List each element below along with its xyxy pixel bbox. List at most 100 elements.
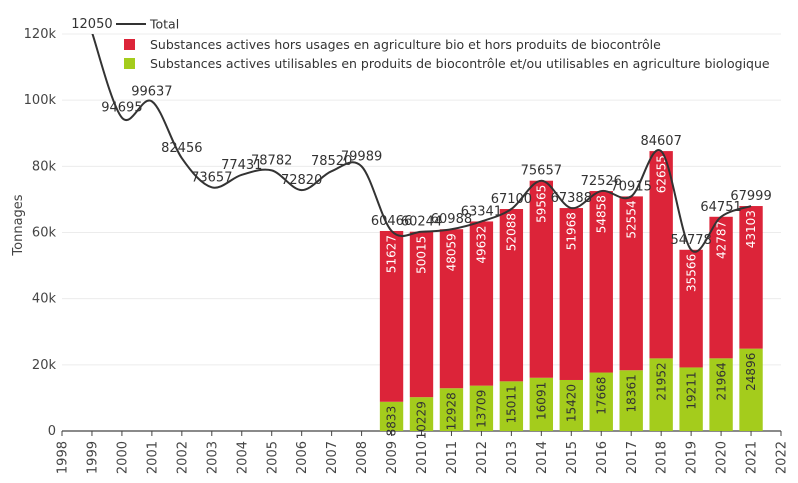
total-label: 67100 bbox=[491, 192, 532, 207]
y-axis: 0 20k 40k 60k 80k 100k 120k bbox=[24, 27, 57, 439]
x-tick-label: 2012 bbox=[475, 441, 490, 474]
bar-label-biocontrole: 18361 bbox=[624, 374, 638, 412]
total-label: 78520 bbox=[311, 154, 352, 169]
bar-hors-bio bbox=[529, 180, 554, 378]
bar-hors-bio bbox=[619, 196, 643, 371]
bar-label-biocontrole: 21952 bbox=[654, 362, 668, 400]
bar-label-biocontrole: 10229 bbox=[415, 401, 429, 439]
y-tick-label: 40k bbox=[32, 292, 57, 307]
bars: 51627 8833 50015 10229 48059 12928 49632 13709 5… bbox=[379, 151, 763, 439]
bar-label-biocontrole: 16091 bbox=[535, 382, 549, 420]
total-label: 75657 bbox=[521, 164, 562, 179]
bar-biocontrole bbox=[559, 379, 583, 431]
total-label: 78782 bbox=[251, 153, 292, 168]
y-tick-label: 60k bbox=[32, 226, 57, 241]
legend-swatch-hors-bio bbox=[124, 39, 135, 50]
total-label: 64751 bbox=[700, 200, 741, 215]
bar-hors-bio bbox=[589, 191, 613, 373]
x-tick-label: 2018 bbox=[655, 441, 670, 474]
x-tick-label: 2015 bbox=[565, 441, 580, 474]
bar-hors-bio bbox=[709, 216, 733, 359]
bar-label-biocontrole: 24896 bbox=[744, 353, 758, 391]
total-label: 63341 bbox=[461, 204, 502, 219]
bar-biocontrole bbox=[709, 358, 733, 431]
total-label: 82456 bbox=[161, 141, 202, 156]
x-tick-label: 2007 bbox=[325, 441, 340, 474]
x-tick-label: 2020 bbox=[715, 441, 730, 474]
total-label: 72526 bbox=[581, 174, 622, 189]
x-tick-label: 2011 bbox=[445, 441, 460, 474]
bar-biocontrole bbox=[469, 385, 494, 431]
x-tick-label: 2021 bbox=[745, 441, 760, 474]
total-label: 94695 bbox=[101, 101, 142, 116]
x-tick-label: 2009 bbox=[385, 441, 400, 474]
y-axis-label: Tonnages bbox=[11, 194, 26, 256]
total-label: 67999 bbox=[730, 189, 771, 204]
bar-label-biocontrole: 17668 bbox=[594, 377, 608, 415]
x-tick-label: 2014 bbox=[535, 441, 550, 474]
x-tick-label: 2013 bbox=[505, 441, 520, 474]
bar-label-hors-bio: 51968 bbox=[564, 212, 578, 250]
bar-hors-bio bbox=[559, 208, 583, 380]
x-tick-label: 2006 bbox=[295, 441, 310, 474]
x-tick-label: 2010 bbox=[415, 441, 430, 474]
y-tick-label: 80k bbox=[32, 159, 57, 174]
x-tick-label: 2008 bbox=[355, 441, 370, 474]
total-label: 73657 bbox=[191, 170, 232, 185]
total-label: 77431 bbox=[221, 158, 262, 173]
legend-swatch-biocontrole bbox=[124, 58, 135, 69]
x-tick-label: 2019 bbox=[685, 441, 700, 474]
bar-label-hors-bio: 50015 bbox=[415, 236, 429, 274]
bar-hors-bio bbox=[409, 231, 434, 398]
x-tick-label: 2005 bbox=[265, 441, 280, 474]
x-axis: 1998 1999 2000 2001 2002 2003 2004 2005 2006 2007… bbox=[56, 431, 790, 474]
x-tick-label: 2022 bbox=[775, 441, 790, 474]
total-label: 79989 bbox=[341, 149, 382, 164]
bar-label-hors-bio: 49632 bbox=[475, 225, 489, 263]
bar-label-biocontrole: 19211 bbox=[684, 371, 698, 409]
bar-label-hors-bio: 62655 bbox=[654, 155, 668, 193]
y-tick-label: 120k bbox=[24, 27, 57, 42]
bar-biocontrole bbox=[619, 370, 643, 431]
bar-hors-bio bbox=[739, 206, 763, 349]
x-tick-label: 2017 bbox=[625, 441, 640, 474]
bar-hors-bio bbox=[499, 209, 524, 382]
bar-biocontrole bbox=[739, 348, 763, 431]
bar-label-hors-bio: 54858 bbox=[594, 195, 608, 233]
legend: Total Substances actives hors usages en a… bbox=[116, 17, 770, 71]
bar-hors-bio bbox=[439, 229, 464, 389]
bar-label-biocontrole: 12928 bbox=[445, 392, 459, 430]
bar-hors-bio bbox=[469, 221, 494, 386]
bar-label-biocontrole: 15420 bbox=[564, 384, 578, 422]
bar-biocontrole bbox=[439, 388, 464, 431]
bar-label-biocontrole: 21964 bbox=[714, 362, 728, 400]
x-tick-label: 2001 bbox=[145, 441, 160, 474]
x-tick-label: 2000 bbox=[115, 441, 130, 474]
y-tick-label: 100k bbox=[24, 93, 57, 108]
total-label: 70915 bbox=[611, 179, 652, 194]
total-label: 99637 bbox=[131, 84, 172, 99]
bar-label-biocontrole: 8833 bbox=[385, 406, 399, 437]
x-tick-label: 1999 bbox=[86, 441, 101, 474]
total-label: 84607 bbox=[640, 134, 681, 149]
bar-label-hors-bio: 35566 bbox=[684, 254, 698, 292]
bar-hors-bio bbox=[379, 230, 404, 402]
y-tick-label: 0 bbox=[48, 424, 56, 439]
bar-biocontrole bbox=[679, 367, 703, 431]
bar-label-hors-bio: 42787 bbox=[714, 221, 728, 259]
total-label: 72820 bbox=[281, 173, 322, 188]
bar-label-hors-bio: 52088 bbox=[505, 213, 519, 251]
total-label: 67388 bbox=[551, 191, 592, 206]
bar-label-hors-bio: 52554 bbox=[624, 200, 638, 238]
bar-label-biocontrole: 13709 bbox=[475, 390, 489, 428]
legend-label-hors-bio: Substances actives hors usages en agricu… bbox=[150, 37, 661, 52]
bar-label-hors-bio: 48059 bbox=[445, 233, 459, 271]
bar-label-hors-bio: 51627 bbox=[385, 235, 399, 273]
bar-biocontrole bbox=[589, 372, 613, 431]
x-tick-label: 1998 bbox=[56, 441, 71, 474]
total-label: 60244 bbox=[401, 215, 442, 230]
bar-biocontrole bbox=[649, 358, 673, 431]
legend-label-biocontrole: Substances actives utilisables en produi… bbox=[150, 56, 770, 71]
